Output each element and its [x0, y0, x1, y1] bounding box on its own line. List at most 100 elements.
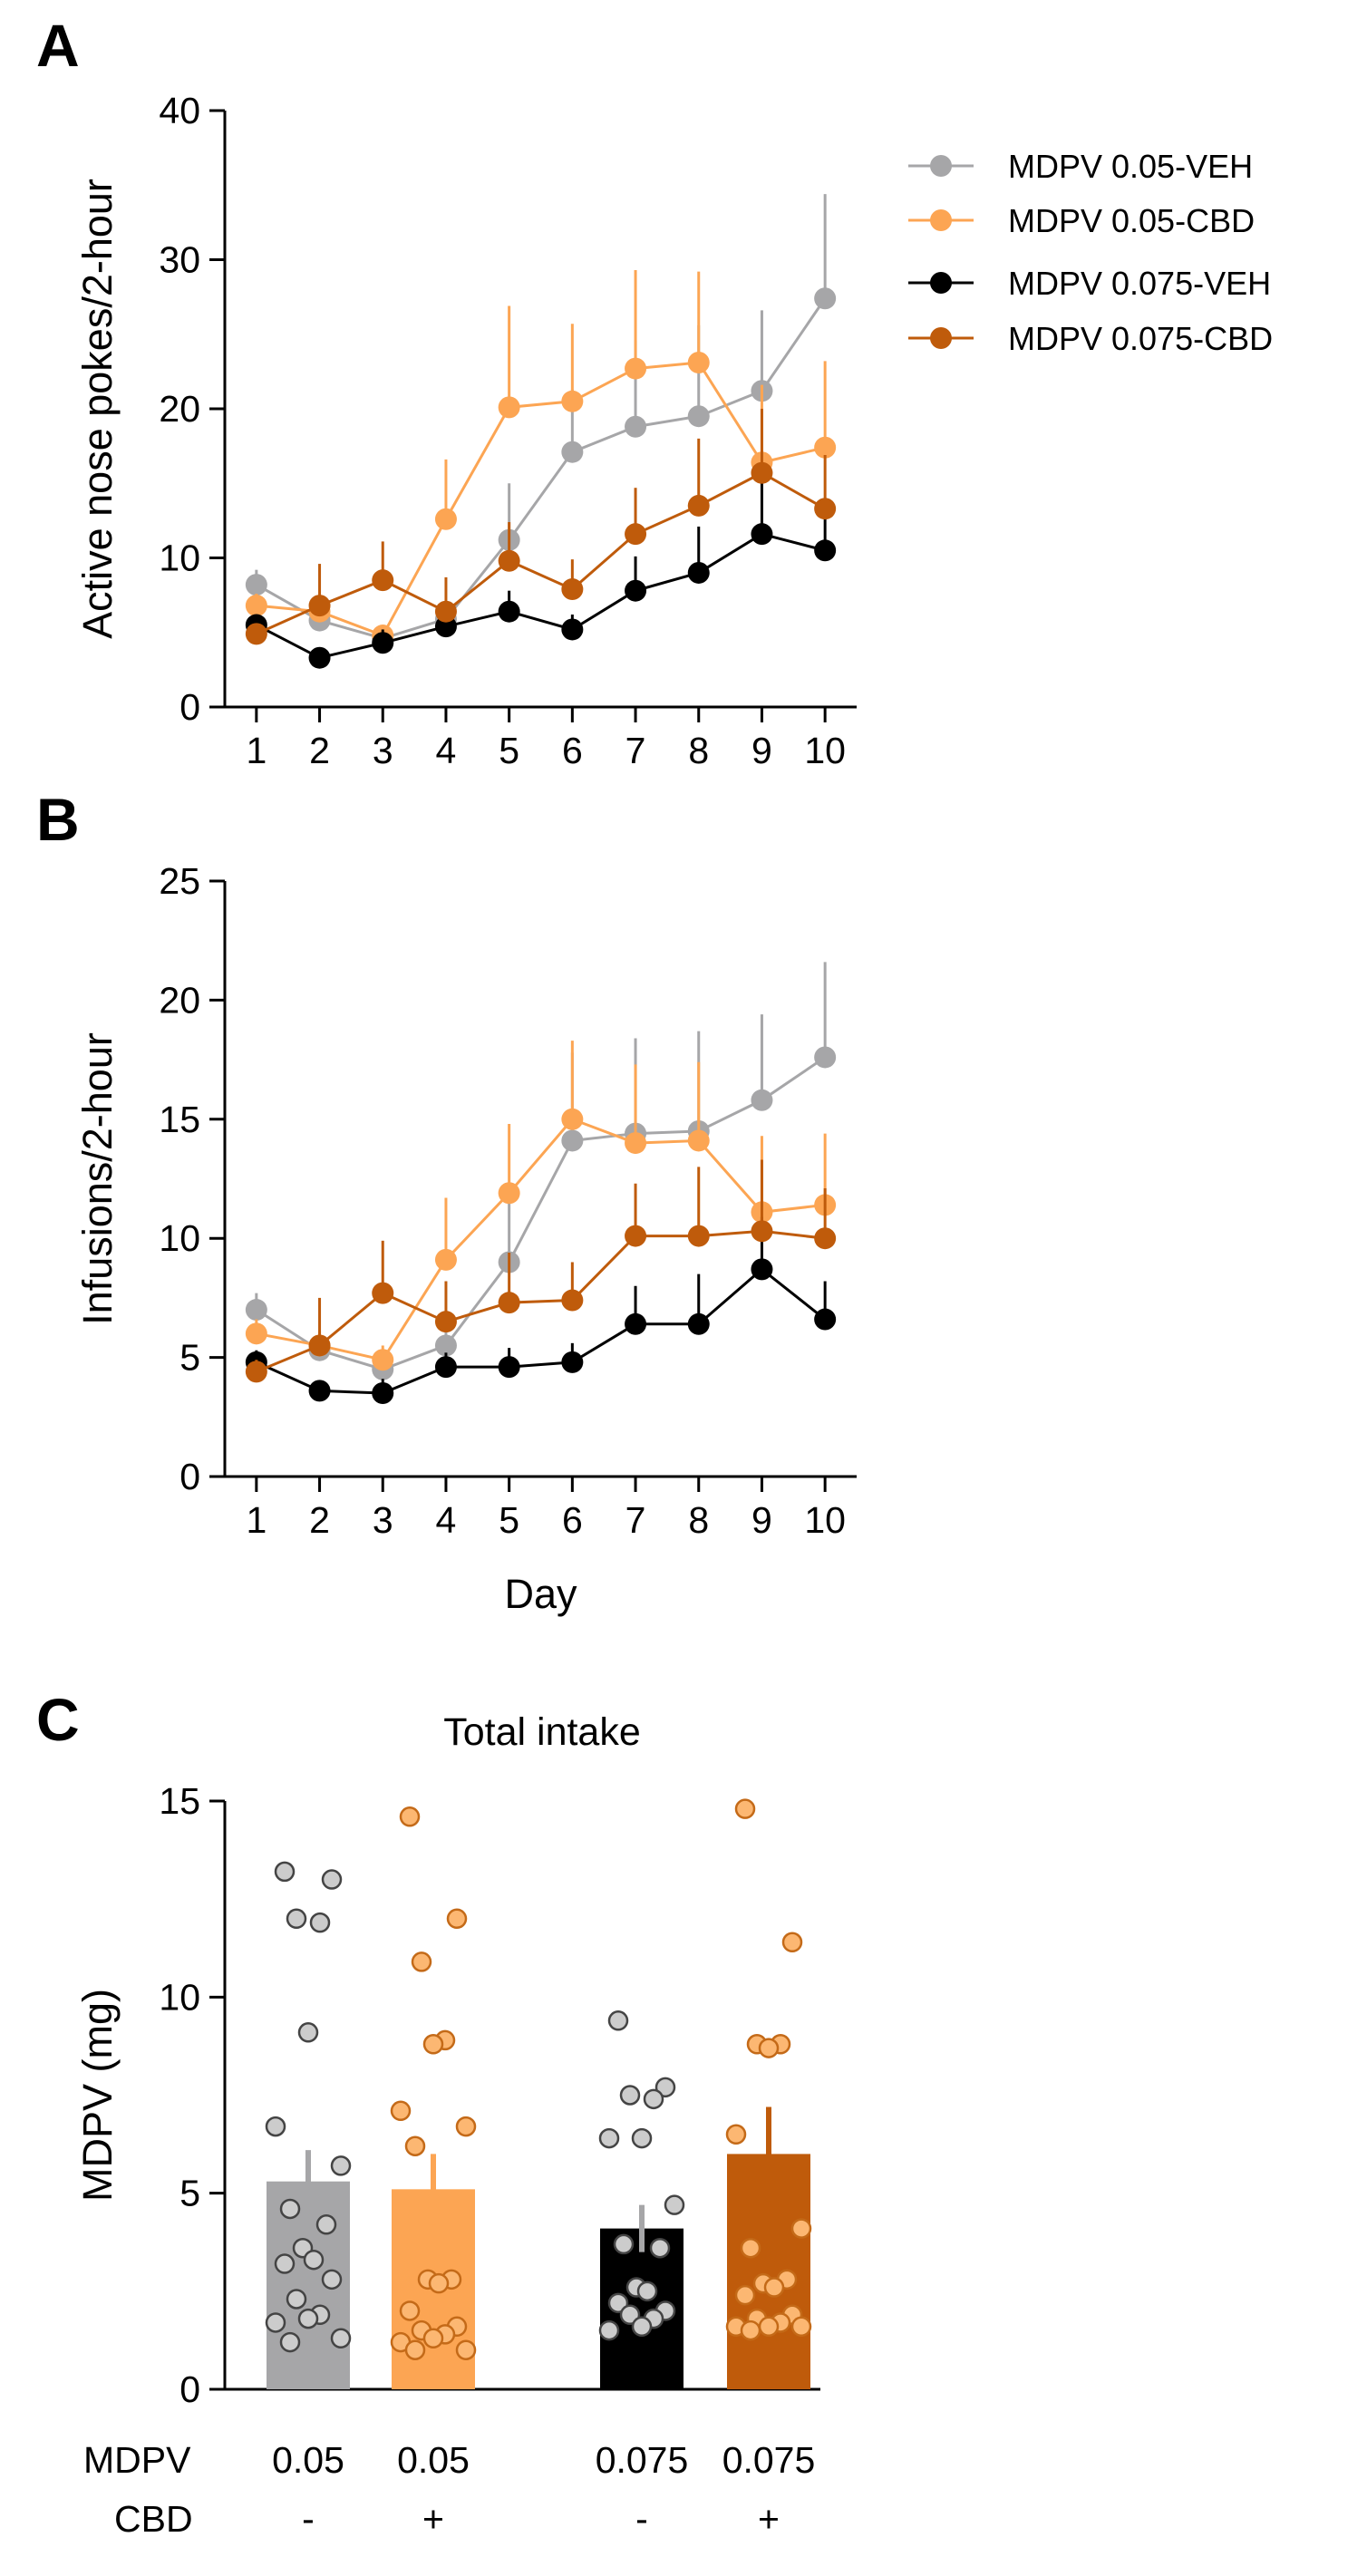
- mdpv-dose-label-0: 0.05: [272, 2439, 344, 2481]
- cbd-row-title: CBD: [114, 2498, 193, 2540]
- mdpv-dose-label-1: 0.05: [397, 2439, 470, 2481]
- marker-s2-p6: [625, 1312, 647, 1335]
- cbd-label-0: -: [302, 2498, 315, 2540]
- data-point-b1-1: [446, 1908, 468, 1930]
- y-tick-label: 0: [179, 2368, 200, 2410]
- series-line-0: [256, 1056, 826, 1371]
- series-2: [245, 1216, 837, 1405]
- x-tick-label: 9: [751, 1499, 772, 1541]
- mdpv-row-title: MDPV: [83, 2439, 191, 2481]
- x-tick-label: 6: [562, 730, 583, 771]
- y-tick-label: 25: [159, 860, 200, 902]
- marker-s2-p7: [687, 1312, 710, 1335]
- marker-s1-p6: [625, 1132, 647, 1155]
- data-point-b0-1: [321, 1869, 343, 1890]
- marker-s3-p0: [245, 1361, 267, 1383]
- x-tick-label: 3: [373, 730, 393, 771]
- data-point-b3-6: [790, 2218, 812, 2239]
- marker-s3-p6: [625, 1225, 647, 1247]
- x-tick-label: 1: [246, 730, 267, 771]
- y-tick-label: 0: [179, 686, 200, 728]
- marker-s2-p6: [625, 579, 647, 602]
- data-point-b1-5: [390, 2100, 412, 2122]
- x-axis-label: Day: [504, 1571, 577, 1617]
- x-tick-label: 10: [804, 1499, 846, 1541]
- marker-s3-p2: [372, 1282, 394, 1304]
- data-point-b2-11: [607, 2292, 629, 2314]
- data-point-b2-1: [654, 2077, 676, 2098]
- y-tick-label: 40: [159, 90, 200, 131]
- data-point-b2-16: [598, 2319, 620, 2341]
- data-point-b2-6: [664, 2194, 685, 2215]
- data-point-b2-7: [613, 2233, 635, 2255]
- legend-label-2: MDPV 0.075-VEH: [1008, 265, 1271, 302]
- legend-label-0: MDPV 0.05-VEH: [1008, 148, 1253, 185]
- marker-s1-p0: [245, 1322, 267, 1345]
- data-point-b0-2: [286, 1908, 307, 1930]
- data-point-b2-0: [607, 2010, 629, 2031]
- data-point-b2-15: [631, 2316, 653, 2338]
- data-point-b1-4: [422, 2034, 444, 2055]
- y-tick-label: 5: [179, 2173, 200, 2214]
- series-3: [245, 409, 837, 645]
- y-tick-label: 0: [179, 1456, 200, 1497]
- marker-s3-p4: [498, 1292, 520, 1314]
- marker-s2-p3: [434, 615, 457, 638]
- panel-a-line-chart: 0 10 20 30 40 1 2 3 4 5 6 7 8 9 10 Active nose pokes/2-…: [74, 90, 857, 771]
- marker-s2-p5: [561, 618, 584, 641]
- series-line-2: [256, 532, 826, 660]
- y-axis-label: Active nose pokes/2-hour: [74, 179, 121, 639]
- series-line-2: [256, 1267, 827, 1395]
- data-point-b2-5: [598, 2127, 620, 2149]
- marker-s2-p5: [561, 1351, 584, 1373]
- data-point-b2-8: [649, 2237, 671, 2259]
- cbd-label-3: +: [758, 2498, 780, 2540]
- legend-label-3: MDPV 0.075-CBD: [1008, 320, 1273, 357]
- panel-letter-b: B: [36, 786, 80, 853]
- series-1: [245, 270, 837, 647]
- marker-s0-p3: [434, 1334, 457, 1357]
- series-line-3: [256, 471, 826, 635]
- marker-s3-p3: [434, 600, 457, 623]
- marker-s2-p4: [498, 1356, 520, 1379]
- x-tick-label: 7: [625, 730, 646, 771]
- legend-entry-2: MDPV 0.075-VEH: [908, 265, 1271, 302]
- marker-s1-p6: [625, 357, 647, 380]
- y-tick-label: 10: [159, 537, 200, 579]
- data-point-b0-12: [321, 2269, 343, 2290]
- mdpv-dose-label-2: 0.075: [596, 2439, 689, 2481]
- data-point-b1-15: [422, 2328, 444, 2349]
- series-line-1: [256, 361, 826, 637]
- x-tick-label: 4: [436, 1499, 457, 1541]
- data-point-b2-4: [631, 2127, 653, 2149]
- y-tick-label: 30: [159, 239, 200, 281]
- data-point-b2-2: [619, 2085, 641, 2106]
- marker-s1-p9: [814, 436, 837, 459]
- data-point-b3-0: [734, 1798, 756, 1819]
- x-tick-label: 9: [751, 730, 772, 771]
- data-point-b1-6: [455, 2116, 477, 2137]
- marker-s1-p5: [561, 390, 584, 412]
- data-point-b0-3: [309, 1912, 331, 1933]
- x-tick-label: 1: [246, 1499, 267, 1541]
- data-point-b1-7: [404, 2135, 426, 2156]
- y-tick-label: 10: [159, 1217, 200, 1259]
- data-point-b0-8: [315, 2214, 337, 2235]
- legend-entry-0: MDPV 0.05-VEH: [908, 148, 1253, 185]
- marker-s2-p9: [814, 1308, 837, 1331]
- marker-s0-p5: [561, 1129, 584, 1152]
- legend-marker-1: [930, 209, 952, 231]
- marker-s1-p4: [498, 1182, 520, 1205]
- marker-s3-p9: [814, 498, 837, 520]
- marker-s1-p2: [372, 1349, 394, 1371]
- marker-s0-p7: [687, 405, 710, 428]
- marker-s3-p9: [814, 1227, 837, 1250]
- marker-s2-p9: [814, 539, 837, 562]
- marker-s2-p7: [687, 561, 710, 584]
- data-point-b1-2: [411, 1951, 432, 1972]
- marker-s3-p8: [751, 461, 773, 484]
- x-tick-label: 8: [688, 730, 709, 771]
- marker-s3-p6: [625, 523, 647, 546]
- marker-s2-p8: [751, 1258, 773, 1281]
